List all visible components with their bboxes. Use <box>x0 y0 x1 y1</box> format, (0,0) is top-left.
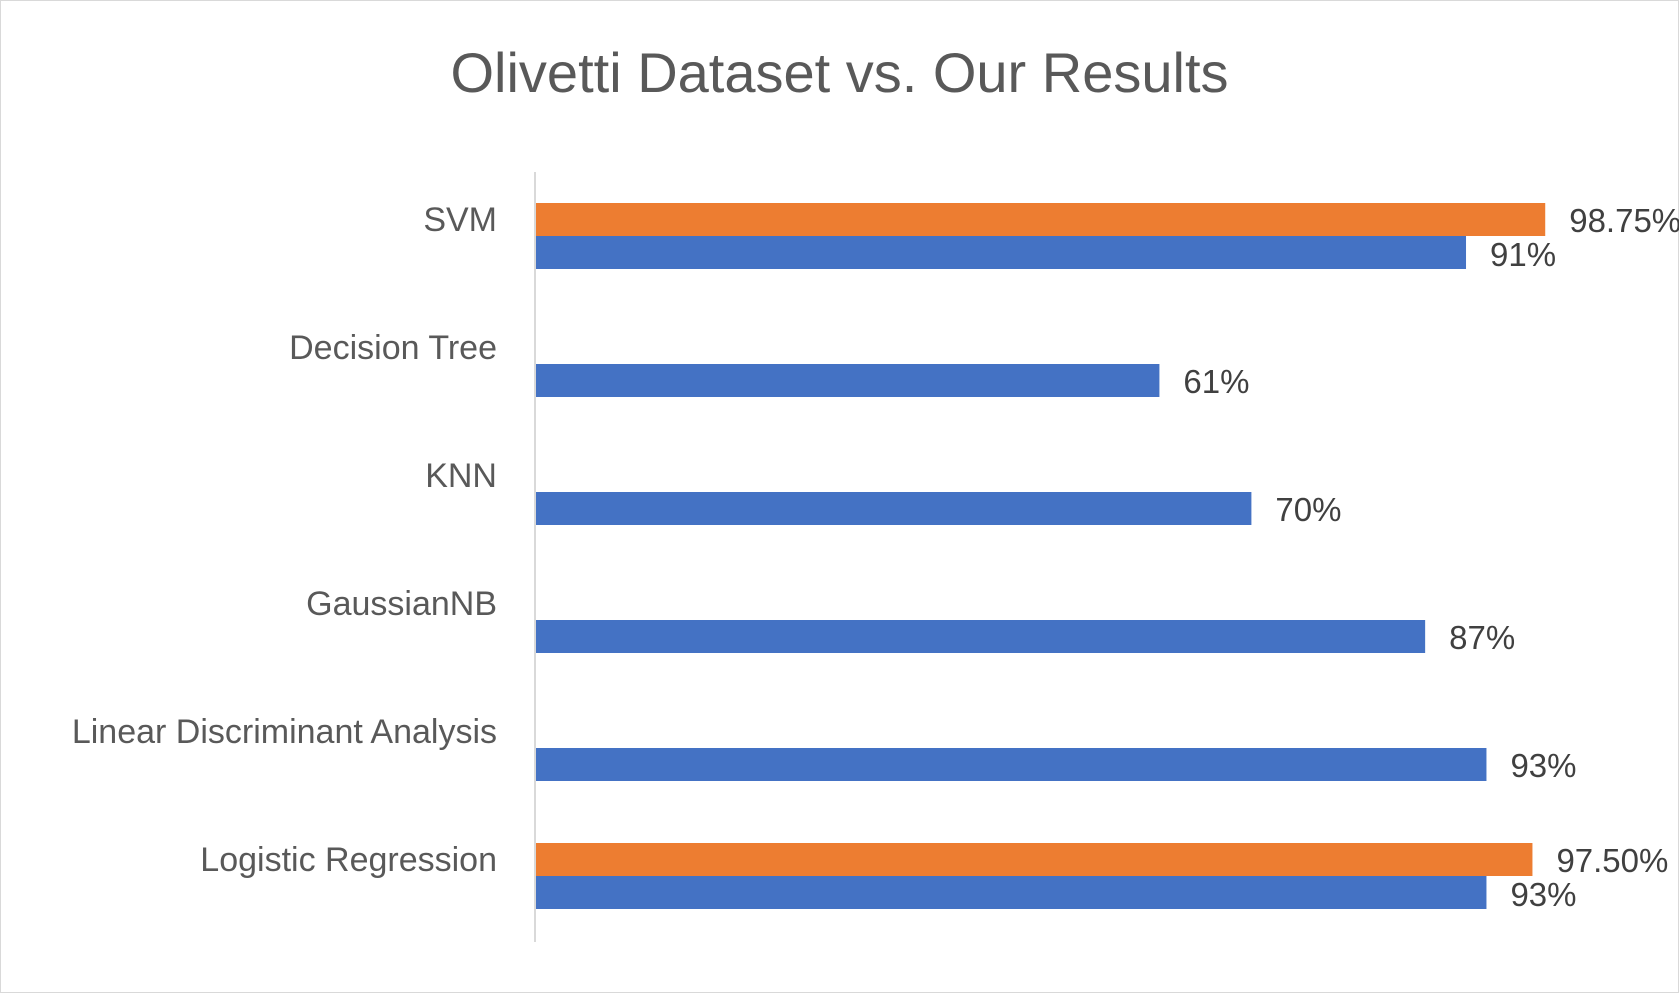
data-label-series2-svm: 98.75% <box>1569 202 1679 239</box>
category-label-decision-tree: Decision Tree <box>289 329 497 367</box>
bar-series2-svm <box>536 203 1546 236</box>
bar-series1-linear-discriminant-analysis <box>536 748 1487 781</box>
data-label-series1-gaussiannb: 87% <box>1449 619 1515 656</box>
data-label-series2-logistic-regression: 97.50% <box>1556 842 1668 879</box>
bar-series1-logistic-regression <box>536 876 1487 909</box>
data-label-series1-logistic-regression: 93% <box>1510 876 1576 913</box>
data-label-series1-decision-tree: 61% <box>1183 363 1249 400</box>
bar-series1-svm <box>536 236 1467 269</box>
category-label-gaussiannb: GaussianNB <box>306 585 497 623</box>
data-label-series1-knn: 70% <box>1275 491 1341 528</box>
bar-series2-logistic-regression <box>536 843 1533 876</box>
category-label-knn: KNN <box>425 457 497 495</box>
bar-series1-knn <box>536 492 1252 525</box>
bar-series1-gaussiannb <box>536 620 1426 653</box>
category-label-linear-discriminant-analysis: Linear Discriminant Analysis <box>72 713 497 751</box>
bar-series1-decision-tree <box>536 364 1160 397</box>
category-label-logistic-regression: Logistic Regression <box>200 841 497 879</box>
category-label-svm: SVM <box>423 201 497 239</box>
data-label-series1-svm: 91% <box>1490 236 1556 273</box>
data-label-series1-linear-discriminant-analysis: 93% <box>1510 747 1576 784</box>
chart-title: Olivetti Dataset vs. Our Results <box>450 41 1229 104</box>
